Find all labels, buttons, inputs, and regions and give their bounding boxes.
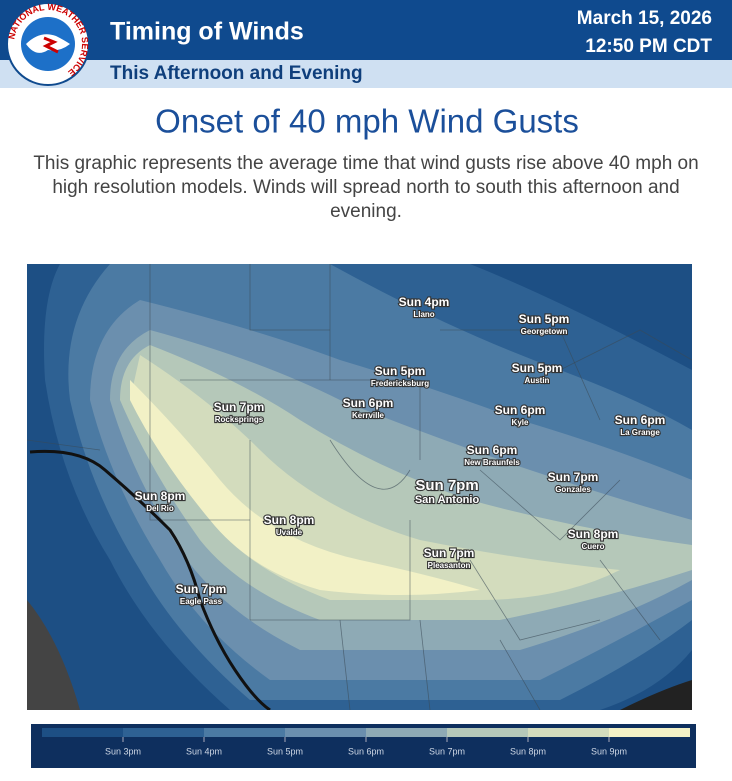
label-place: Kerrville: [352, 411, 385, 420]
label-time: Sun 6pm: [343, 396, 394, 410]
mexico-land: [27, 600, 80, 710]
county-line: [469, 559, 601, 641]
legend-swatch: [42, 728, 123, 737]
description-box: This graphic represents the average time…: [33, 153, 699, 222]
description: This graphic represents the average time…: [33, 153, 699, 222]
label-time: Sun 5pm: [375, 364, 426, 378]
legend-swatch: [123, 728, 204, 737]
label-time: Sun 7pm: [548, 470, 599, 484]
county-line: [419, 619, 431, 710]
label-time: Sun 8pm: [135, 489, 186, 503]
label-place: Cuero: [581, 542, 604, 551]
county-line: [27, 439, 101, 451]
label-place: Del Rio: [146, 504, 174, 513]
gulf-water: [620, 680, 692, 710]
label-time: Sun 7pm: [424, 546, 475, 560]
wind-band: [130, 380, 480, 595]
legend-label: Sun 6pm: [348, 746, 384, 756]
label-place: Llano: [413, 310, 434, 319]
county-line: [339, 619, 351, 710]
headline: Onset of 40 mph Wind Gusts: [155, 103, 579, 140]
county-line: [599, 559, 661, 641]
label-time: Sun 5pm: [519, 312, 570, 326]
header-time: 12:50 PM CDT: [585, 36, 712, 57]
header-subtitle: This Afternoon and Evening: [110, 63, 363, 84]
label-time: Sun 6pm: [467, 443, 518, 457]
county-line: [149, 264, 250, 521]
label-place: Gonzales: [555, 485, 591, 494]
header-title: Timing of Winds: [110, 18, 304, 46]
label-place: Uvalde: [276, 528, 303, 537]
label-time: Sun 6pm: [615, 413, 666, 427]
label-place: Georgetown: [521, 327, 568, 336]
subheader-bar: [0, 60, 732, 88]
label-place: San Antonio: [415, 494, 480, 506]
legend: Sun 3pm Sun 4pm Sun 5pm Sun 6pm Sun 7pm Sun 8…: [31, 724, 696, 768]
label-time: Sun 8pm: [264, 513, 315, 527]
county-line: [440, 329, 601, 421]
label-place: New Braunfels: [464, 458, 520, 467]
legend-swatch: [366, 728, 447, 737]
legend-label: Sun 3pm: [105, 746, 141, 756]
label-place: Rocksprings: [215, 415, 264, 424]
county-line: [250, 520, 411, 621]
label-time: Sun 7pm: [214, 400, 265, 414]
header-date: March 15, 2026: [577, 8, 712, 29]
label-time: Sun 5pm: [512, 361, 563, 375]
header-bar: [0, 0, 732, 60]
label-time: Sun 8pm: [568, 527, 619, 541]
logo: NATIONAL WEATHER SERVICE: [6, 2, 90, 86]
legend-label: Sun 8pm: [510, 746, 546, 756]
legend-swatch: [204, 728, 285, 737]
legend-label: Sun 4pm: [186, 746, 222, 756]
map-bands: [27, 264, 692, 710]
county-line: [479, 469, 621, 541]
label-place: La Grange: [620, 428, 660, 437]
legend-swatch: [528, 728, 609, 737]
label-time: Sun 7pm: [176, 582, 227, 596]
legend-label: Sun 9pm: [591, 746, 627, 756]
county-line: [249, 264, 330, 331]
legend-swatch: [285, 728, 366, 737]
label-place: Kyle: [512, 418, 529, 427]
county-line: [180, 379, 421, 460]
legend-label: Sun 7pm: [429, 746, 465, 756]
label-time: Sun 4pm: [399, 295, 450, 309]
label-time: Sun 6pm: [495, 403, 546, 417]
county-line: [499, 639, 541, 710]
label-time: Sun 7pm: [415, 477, 478, 494]
label-place: Austin: [525, 376, 550, 385]
label-place: Eagle Pass: [180, 597, 223, 606]
county-line: [559, 329, 692, 371]
county-line: [329, 439, 411, 490]
legend-label: Sun 5pm: [267, 746, 303, 756]
legend-swatch: [609, 728, 690, 737]
label-place: Pleasanton: [428, 561, 471, 570]
rio-grande: [29, 449, 271, 710]
legend-swatch: [447, 728, 528, 737]
label-place: Fredericksburg: [371, 379, 429, 388]
